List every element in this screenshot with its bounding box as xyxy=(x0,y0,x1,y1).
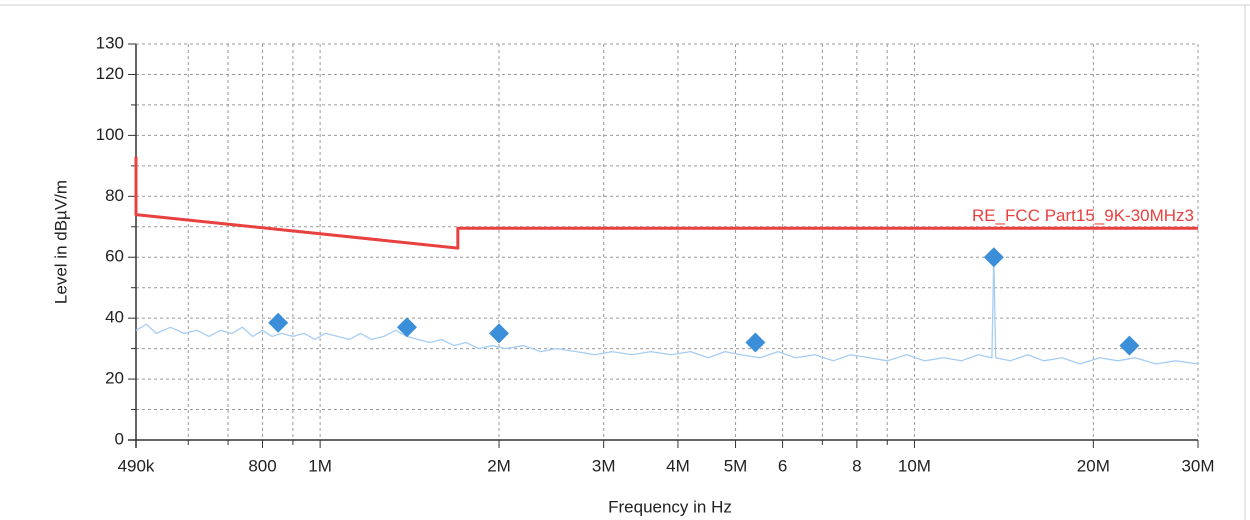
x-tick-label: 30M xyxy=(1181,456,1214,475)
limit-line xyxy=(134,156,1198,250)
x-tick-label: 10M xyxy=(898,456,931,475)
x-tick-label: 6 xyxy=(778,456,787,475)
y-tick-label: 100 xyxy=(96,125,124,144)
series-label: RE_FCC Part15_9K-30MHz3 xyxy=(972,206,1194,225)
x-tick-label: 3M xyxy=(592,456,616,475)
marker xyxy=(983,247,1004,268)
y-tick-label: 0 xyxy=(115,429,124,448)
x-tick-label: 4M xyxy=(666,456,690,475)
x-tick-label: 490k xyxy=(118,456,155,475)
marker xyxy=(268,312,289,333)
y-axis-label: Level in dBµV/m xyxy=(51,180,70,304)
marker xyxy=(489,323,510,344)
marker xyxy=(1119,335,1140,356)
x-tick-label: 5M xyxy=(724,456,748,475)
x-tick-label: 8 xyxy=(852,456,861,475)
x-axis-label: Frequency in Hz xyxy=(608,497,732,516)
x-tick-label: 2M xyxy=(487,456,511,475)
y-tick-label: 130 xyxy=(96,33,124,52)
x-tick-label: 20M xyxy=(1077,456,1110,475)
y-tick-label: 20 xyxy=(105,369,124,388)
y-tick-label: 80 xyxy=(105,186,124,205)
x-tick-label: 800 xyxy=(248,456,276,475)
marker xyxy=(745,332,766,353)
y-tick-label: 120 xyxy=(96,64,124,83)
trace-line xyxy=(135,256,1199,365)
marker xyxy=(396,317,417,338)
y-tick-label: 40 xyxy=(105,308,124,327)
y-tick-label: 60 xyxy=(105,247,124,266)
x-tick-label: 1M xyxy=(308,456,332,475)
